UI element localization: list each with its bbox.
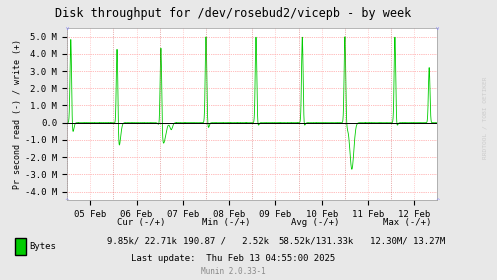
Y-axis label: Pr second read (-) / write (+): Pr second read (-) / write (+) <box>13 39 22 189</box>
Text: 58.52k/131.33k: 58.52k/131.33k <box>278 237 353 246</box>
Text: ^: ^ <box>435 198 440 203</box>
Text: Last update:  Thu Feb 13 04:55:00 2025: Last update: Thu Feb 13 04:55:00 2025 <box>132 254 335 263</box>
Text: v: v <box>436 25 439 31</box>
Text: Max (-/+): Max (-/+) <box>383 218 432 227</box>
Text: 9.85k/ 22.71k: 9.85k/ 22.71k <box>107 237 176 246</box>
Text: Munin 2.0.33-1: Munin 2.0.33-1 <box>201 267 266 276</box>
Text: Min (-/+): Min (-/+) <box>202 218 250 227</box>
Text: 12.30M/ 13.27M: 12.30M/ 13.27M <box>370 237 445 246</box>
Text: Cur (-/+): Cur (-/+) <box>117 218 166 227</box>
Text: Disk throughput for /dev/rosebud2/vicepb - by week: Disk throughput for /dev/rosebud2/vicepb… <box>56 7 412 20</box>
Text: Bytes: Bytes <box>29 242 56 251</box>
Text: v: v <box>66 25 69 31</box>
Text: ^: ^ <box>65 198 70 203</box>
Text: 190.87 /   2.52k: 190.87 / 2.52k <box>183 237 269 246</box>
Text: RRDTOOL / TOBI OETIKER: RRDTOOL / TOBI OETIKER <box>482 76 487 159</box>
Text: Avg (-/+): Avg (-/+) <box>291 218 340 227</box>
